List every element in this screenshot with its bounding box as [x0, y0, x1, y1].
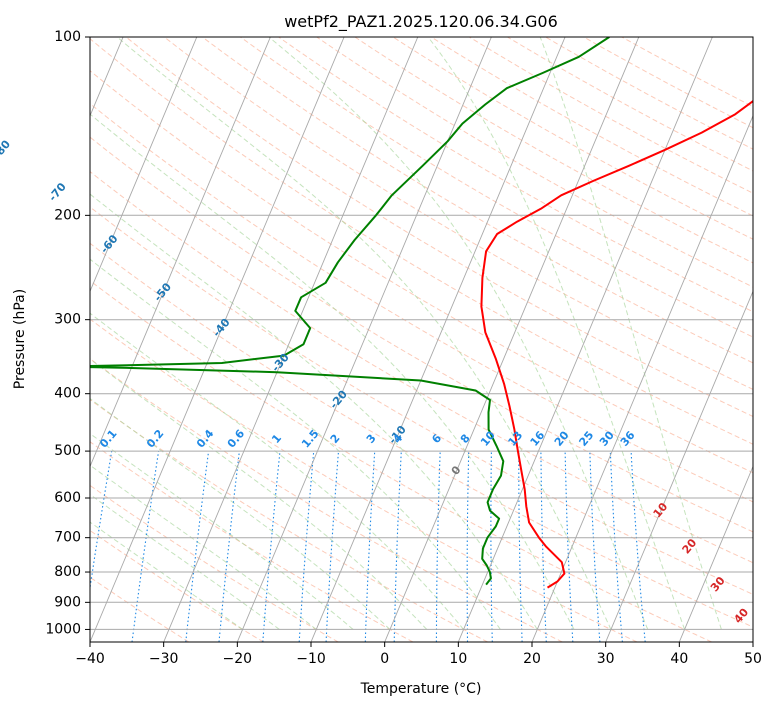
- x-tick-label: −40: [75, 651, 105, 667]
- x-tick-label: 20: [523, 651, 541, 667]
- dry-adiabat: [90, 529, 264, 642]
- x-tick-label: 50: [744, 651, 762, 667]
- x-tick-label: 40: [670, 651, 688, 667]
- isotherm: [90, 37, 345, 642]
- pressure-grid: [90, 37, 753, 630]
- mixing-ratio-line: [630, 451, 646, 642]
- moist-adiabat: [90, 193, 538, 630]
- x-tick-label: 0: [380, 651, 389, 667]
- y-tick-label: 600: [54, 490, 81, 506]
- isotherm-label: -70: [46, 180, 69, 204]
- isotherm: [531, 114, 753, 642]
- moist-adiabat: [427, 37, 686, 630]
- moist-adiabat: [116, 37, 612, 630]
- isotherm: [457, 37, 713, 642]
- isotherm: [605, 290, 753, 642]
- y-axis-label: Pressure (hPa): [12, 289, 28, 389]
- isotherm: [90, 37, 271, 468]
- y-tick-label: 400: [54, 386, 81, 402]
- x-axis-label: Temperature (°C): [360, 681, 482, 697]
- isotherm: [236, 37, 492, 642]
- plot-frame: [89, 36, 754, 643]
- dry-adiabat: [90, 398, 488, 642]
- y-tick-label: 300: [54, 312, 81, 328]
- profile-line: [480, 99, 753, 589]
- mixing-ratio-line: [90, 451, 113, 592]
- mixing-ratio-line: [185, 451, 210, 642]
- background-lines: [90, 37, 753, 642]
- y-tick-label: 200: [54, 207, 81, 223]
- y-tick-label: 1000: [45, 621, 81, 637]
- moist-adiabat: [90, 312, 464, 630]
- dry-adiabat: [240, 37, 753, 338]
- isotherm: [678, 465, 753, 642]
- moist-adiabat: [90, 521, 243, 630]
- dry-adiabat: [90, 318, 638, 642]
- dry-adiabat: [90, 136, 753, 533]
- dry-adiabat: [90, 358, 563, 642]
- dry-adiabat: [90, 70, 753, 474]
- isotherm: [752, 640, 753, 642]
- mixing-ratio-line: [298, 451, 315, 642]
- y-tick-label: 100: [54, 29, 81, 45]
- moist-adiabat: [90, 113, 575, 630]
- isotherm: [384, 37, 640, 642]
- profile-line: [90, 37, 610, 586]
- y-tick-label: 500: [54, 443, 81, 459]
- dry-adiabat: [90, 38, 753, 445]
- isotherm: [163, 37, 419, 642]
- dry-adiabat: [316, 37, 753, 288]
- x-axis-ticks: −40 −30 −20 −10 0 10 20 30 40 50: [75, 642, 762, 667]
- x-tick-label: −10: [296, 651, 326, 667]
- x-tick-label: −20: [223, 651, 253, 667]
- dry-adiabat: [90, 484, 339, 642]
- y-tick-label: 700: [54, 530, 81, 546]
- y-tick-label: 900: [54, 594, 81, 610]
- dry-adiabat: [90, 102, 753, 503]
- moist-adiabat: [90, 258, 501, 630]
- mixing-ratio-line: [218, 451, 240, 642]
- x-tick-label: 30: [597, 651, 615, 667]
- plot-background: [90, 37, 753, 642]
- moist-adiabat: [90, 358, 428, 630]
- dry-adiabat: [90, 170, 753, 564]
- isotherm: [90, 37, 198, 293]
- dry-adiabat: [90, 242, 753, 628]
- profile-lines: [90, 37, 753, 589]
- dry-adiabat: [90, 206, 753, 595]
- isotherm-label: -80: [0, 137, 13, 161]
- mixing-ratio-line: [609, 451, 623, 642]
- mixing-ratio-line: [262, 451, 281, 642]
- dry-adiabat: [278, 37, 753, 313]
- dry-adiabat: [90, 280, 712, 642]
- x-tick-label: −30: [149, 651, 179, 667]
- moist-adiabat: [90, 432, 354, 630]
- y-axis-ticks: 100 200 300 400 500 600 700 800 900 1000: [45, 29, 90, 637]
- x-tick-label: 10: [449, 651, 467, 667]
- y-tick-label: 800: [54, 564, 81, 580]
- mixing-ratio-line: [325, 451, 340, 642]
- chart-title: wetPf2_PAZ1.2025.120.06.34.G06: [284, 12, 558, 32]
- moist-adiabat: [539, 37, 722, 630]
- isotherm: [310, 37, 566, 642]
